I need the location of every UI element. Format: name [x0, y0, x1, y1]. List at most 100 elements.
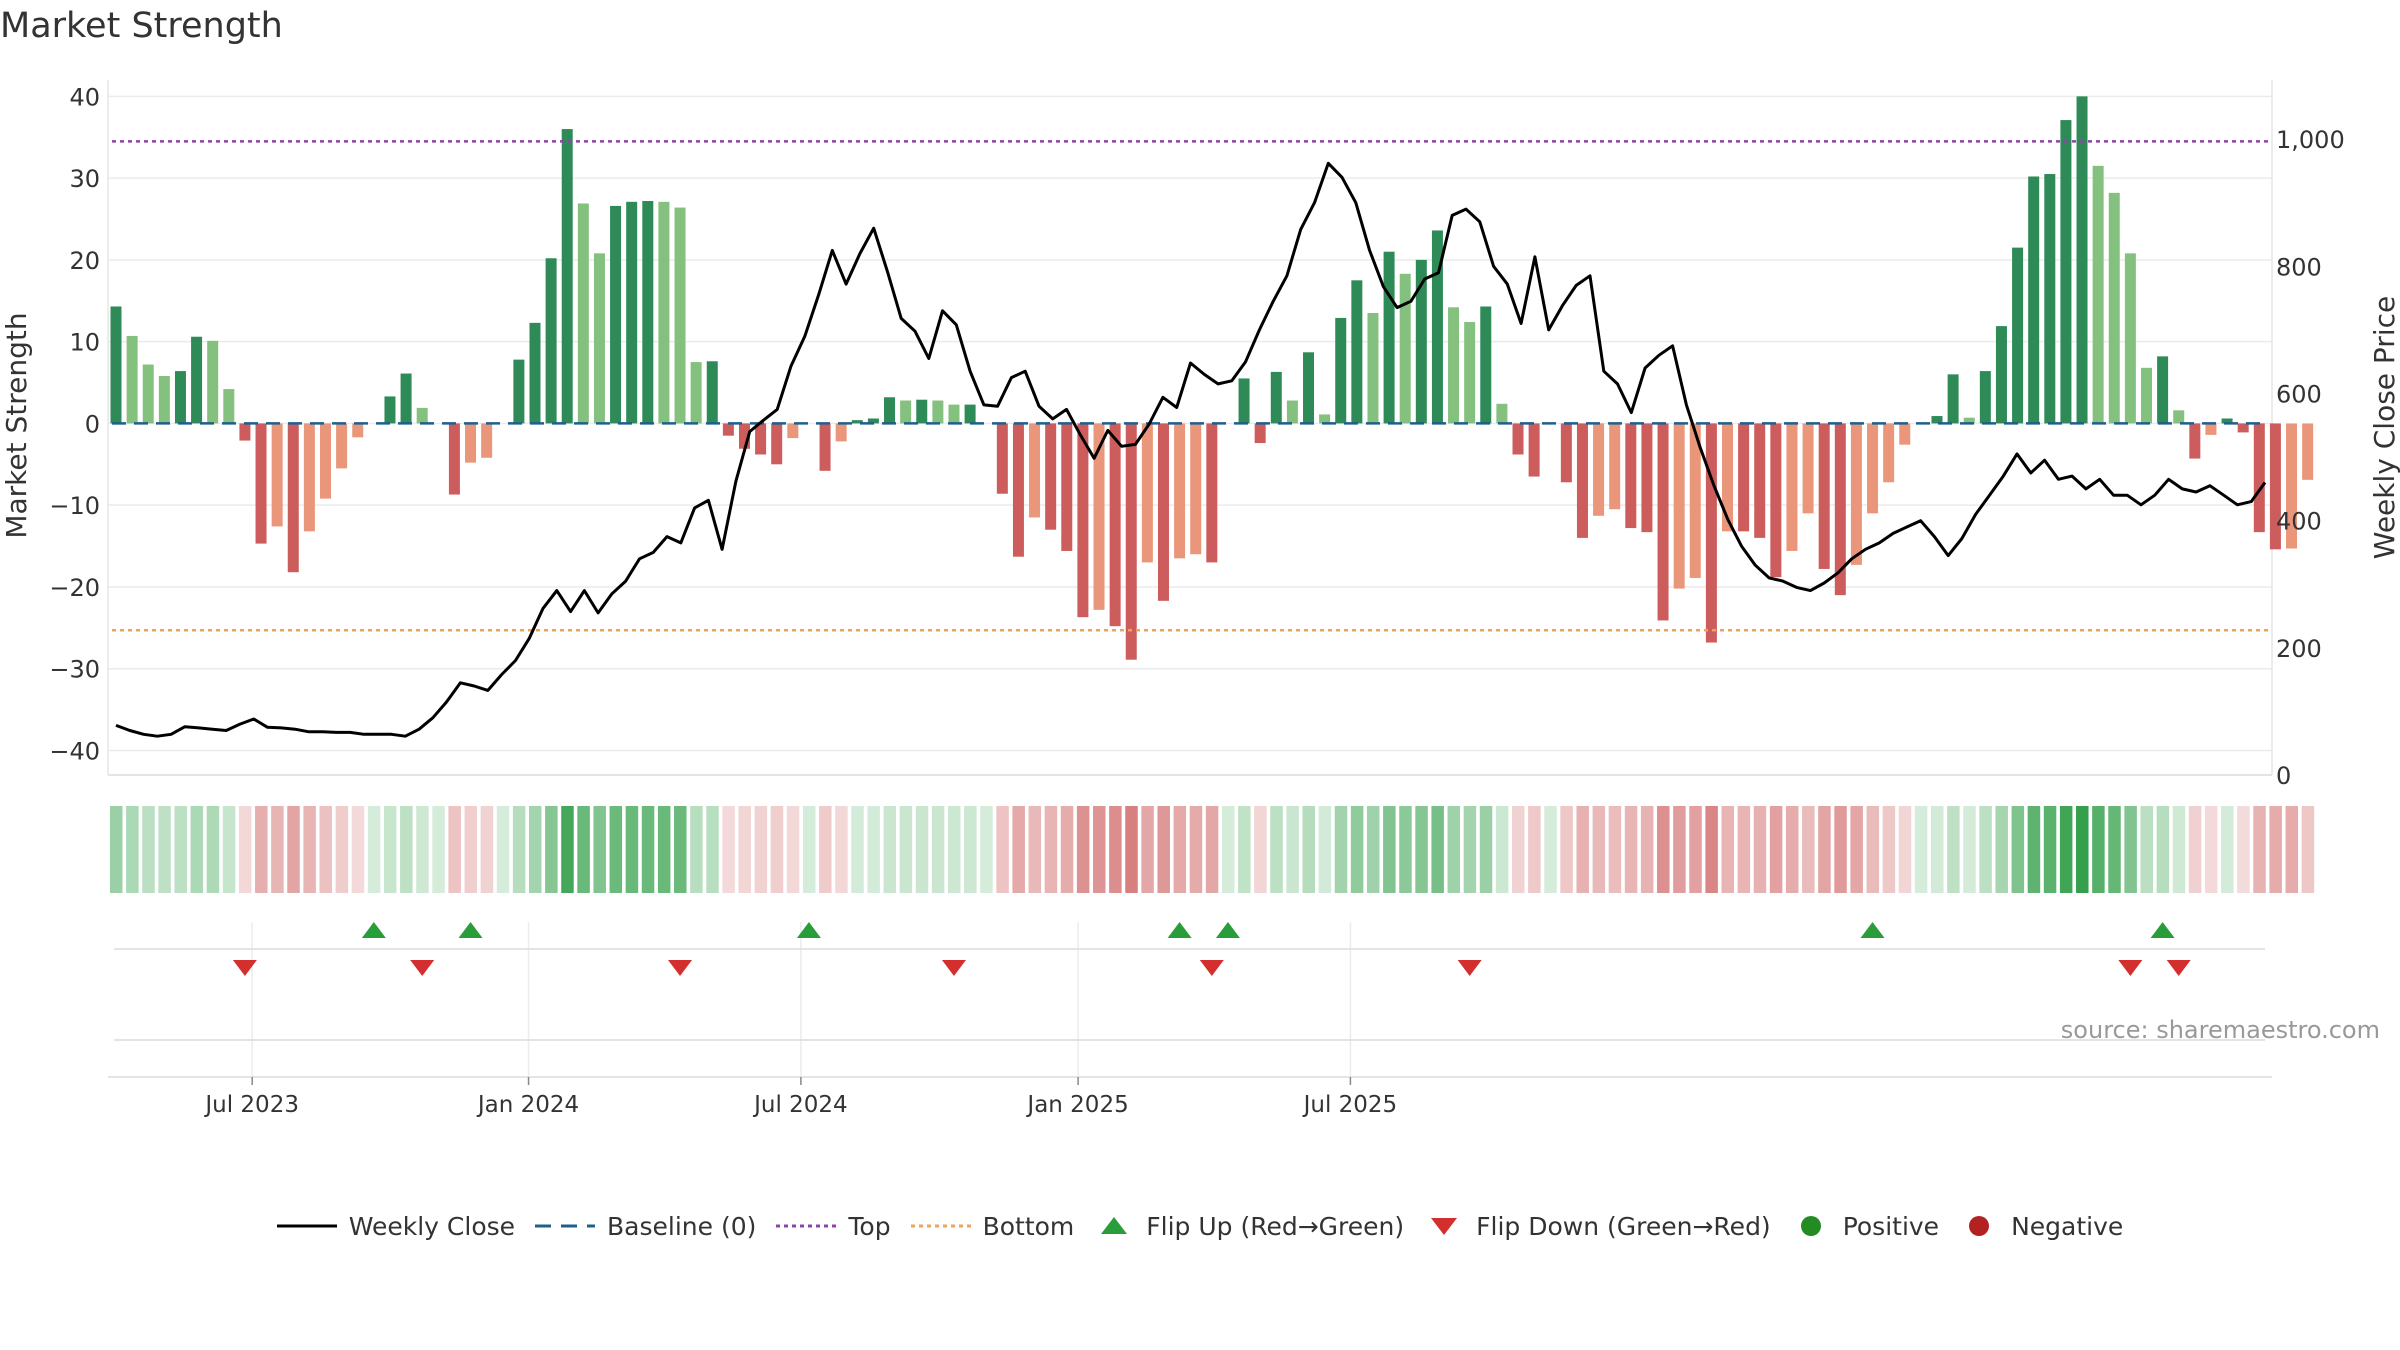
strength-cell: [255, 806, 268, 893]
strength-bar: [900, 400, 912, 424]
flip-up-marker: [1167, 922, 1192, 938]
strength-bar: [706, 361, 718, 424]
strength-cell: [1012, 806, 1025, 893]
strength-cell: [1189, 806, 1203, 893]
strength-cell: [754, 806, 768, 893]
strength-cell: [625, 806, 639, 893]
strength-cell: [1415, 806, 1428, 893]
legend-label: Top: [848, 1211, 891, 1241]
strength-cell: [1721, 806, 1734, 893]
strength-cell: [1334, 806, 1348, 893]
strength-bar: [158, 375, 170, 424]
strength-cell: [1141, 806, 1154, 893]
strength-bar: [1480, 306, 1492, 424]
strength-cell: [2124, 806, 2137, 893]
legend-baseline: Baseline (0): [535, 1212, 756, 1241]
flip-down-marker: [1199, 960, 1224, 976]
strength-bar: [1609, 423, 1621, 510]
strength-bar: [2108, 192, 2120, 424]
strength-bar: [835, 423, 847, 442]
close-line: [115, 161, 2267, 738]
strength-bar: [2157, 356, 2169, 424]
strength-bar: [1673, 423, 1685, 589]
strength-cell: [722, 806, 735, 893]
strength-bar: [1818, 423, 1830, 569]
strength-bar: [2189, 423, 2201, 459]
strength-cell: [1979, 806, 1992, 893]
legend-label: Weekly Close: [348, 1211, 516, 1241]
strength-bar: [2286, 423, 2298, 549]
strength-cell: [1125, 806, 1138, 893]
strength-cell: [2043, 806, 2057, 893]
strength-bar: [303, 423, 315, 532]
strength-cell: [1963, 806, 1976, 893]
strength-bar: [1979, 371, 1991, 424]
strength-bar: [2173, 410, 2185, 424]
y-tick-label: −40: [49, 737, 100, 765]
circle-icon: [1800, 1216, 1821, 1236]
flip-down-marker: [232, 960, 257, 976]
x-tick-label: Jul 2023: [203, 1092, 299, 1118]
y-axis-label: Market Strength: [0, 312, 33, 538]
y-tick-label: 10: [69, 329, 100, 357]
strength-cell: [1463, 806, 1477, 893]
strength-bar: [142, 364, 154, 424]
strength-cell: [1737, 806, 1751, 893]
strength-bar: [1850, 423, 1862, 565]
strength-cell: [1060, 806, 1074, 893]
strength-cell: [1930, 806, 1944, 893]
flip-down-marker: [1457, 960, 1482, 976]
strength-bar: [964, 404, 976, 424]
source-note: source: sharemaestro.com: [2060, 1016, 2380, 1044]
strength-bar: [1770, 423, 1782, 578]
strength-cell: [512, 806, 526, 893]
chart-title: Market Strength: [0, 6, 283, 46]
y-tick-label: 0: [85, 410, 100, 438]
strength-cell: [238, 806, 252, 893]
strength-bar: [1319, 414, 1331, 424]
strength-cell: [110, 806, 123, 893]
strength-cell: [867, 806, 880, 893]
reference-lines: [112, 140, 2268, 632]
strength-cell: [335, 806, 349, 893]
strength-cell: [657, 806, 671, 893]
strength-bar: [996, 423, 1008, 494]
strength-bar: [948, 404, 960, 424]
legend-label: Flip Down (Green→Red): [1476, 1211, 1771, 1241]
strength-cell: [947, 806, 961, 893]
strength-cell: [1076, 806, 1090, 893]
strength-bar: [2221, 418, 2233, 424]
strength-bar: [126, 335, 138, 424]
legend-label: Positive: [1842, 1211, 1940, 1241]
strength-bar: [319, 423, 331, 499]
strength-cell: [1221, 806, 1235, 893]
strength-bar: [1125, 423, 1137, 660]
strength-cell: [561, 806, 574, 893]
strength-bar: [336, 423, 348, 469]
strength-cell: [2092, 806, 2105, 893]
strength-cell: [2188, 806, 2202, 893]
legend-weekly-close: Weekly Close: [276, 1211, 516, 1241]
strength-cell: [1898, 806, 1912, 893]
strength-cell: [2301, 806, 2315, 893]
legend-label: Negative: [2011, 1211, 2124, 1241]
strength-bar: [819, 423, 831, 471]
strength-bar: [1012, 423, 1024, 557]
legend-negative: Negative: [1959, 1212, 2123, 1241]
strength-bar: [658, 201, 670, 424]
strength-bar: [1496, 403, 1508, 424]
strength-bar: [738, 423, 750, 449]
strength-cell: [271, 806, 284, 893]
strength-bar: [239, 423, 251, 441]
strength-cell: [1592, 806, 1606, 893]
strength-bar: [1367, 313, 1379, 424]
strength-bar: [465, 423, 477, 463]
strength-cell: [1302, 806, 1316, 893]
flip-down-marker: [668, 960, 693, 976]
strength-cell: [367, 806, 381, 893]
strength-cell: [835, 806, 848, 893]
strength-cell: [1495, 806, 1509, 893]
strength-bar: [513, 359, 525, 424]
strength-bar: [1464, 322, 1476, 424]
